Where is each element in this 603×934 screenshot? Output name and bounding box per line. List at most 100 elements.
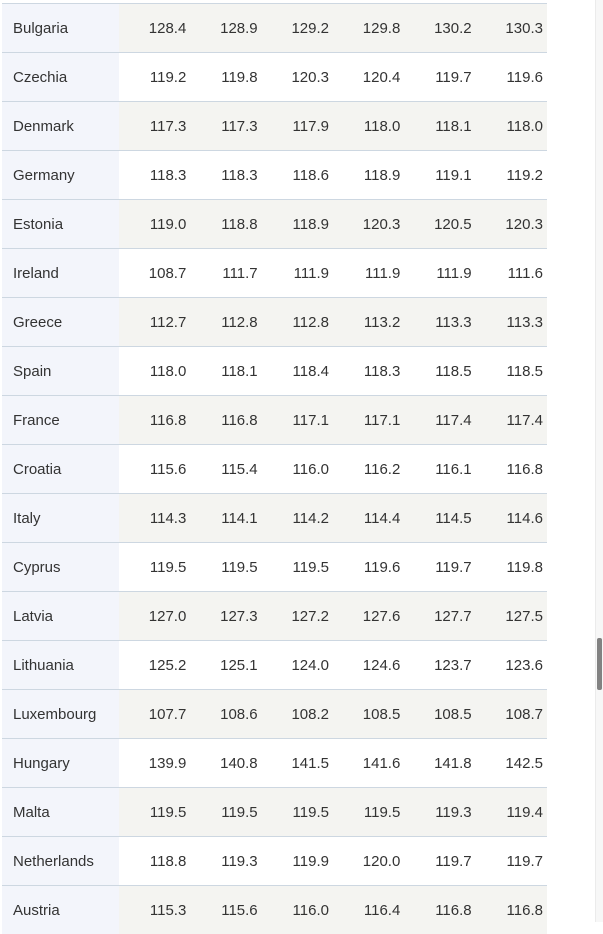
value-cell: 119.5 [119,543,191,591]
value-cell: 118.8 [119,837,191,885]
value-cell: 119.6 [332,543,405,591]
country-label: Czechia [2,53,119,101]
table-row: Malta 119.5 119.5 119.5 119.5 119.3 119.… [2,787,547,836]
vertical-scrollbar[interactable] [595,0,603,922]
value-cell: 119.5 [119,788,191,836]
value-cell: 117.4 [475,396,547,444]
scrollbar-thumb[interactable] [597,638,602,690]
value-cell: 118.3 [332,347,405,395]
value-cell: 119.5 [261,788,333,836]
table-row: Netherlands 118.8 119.3 119.9 120.0 119.… [2,836,547,885]
table-row: Czechia 119.2 119.8 120.3 120.4 119.7 11… [2,52,547,101]
value-cell: 116.8 [119,396,191,444]
value-cell: 127.5 [475,592,547,640]
country-label: Estonia [2,200,119,248]
value-cell: 141.5 [261,739,333,787]
table-row: Hungary 139.9 140.8 141.5 141.6 141.8 14… [2,738,547,787]
value-cell: 118.3 [119,151,191,199]
value-cell: 119.5 [190,543,262,591]
value-cell: 127.7 [404,592,476,640]
value-cell: 129.8 [332,4,405,52]
value-cell: 118.6 [261,151,333,199]
value-cell: 119.7 [404,837,476,885]
country-table-body: Bulgaria 128.4 128.9 129.2 129.8 130.2 1… [2,3,547,934]
value-cell: 120.0 [332,837,405,885]
value-cell: 123.7 [404,641,476,689]
value-cell: 128.9 [190,4,262,52]
value-cell: 118.9 [332,151,405,199]
country-label: Malta [2,788,119,836]
value-cell: 119.1 [404,151,476,199]
table-row: France 116.8 116.8 117.1 117.1 117.4 117… [2,395,547,444]
value-cell: 118.4 [261,347,333,395]
value-cell: 118.1 [404,102,476,150]
value-cell: 118.3 [190,151,262,199]
table-row: Latvia 127.0 127.3 127.2 127.6 127.7 127… [2,591,547,640]
table-row: Luxembourg 107.7 108.6 108.2 108.5 108.5… [2,689,547,738]
value-cell: 119.6 [475,53,547,101]
value-cell: 129.2 [261,4,333,52]
country-label: Netherlands [2,837,119,885]
table-row: Denmark 117.3 117.3 117.9 118.0 118.1 11… [2,101,547,150]
value-cell: 111.6 [475,249,547,297]
country-label: Hungary [2,739,119,787]
value-cell: 116.8 [475,886,547,934]
country-label: Luxembourg [2,690,119,738]
country-label: Italy [2,494,119,542]
value-cell: 118.9 [261,200,333,248]
value-cell: 114.1 [190,494,262,542]
value-cell: 124.0 [261,641,333,689]
value-cell: 118.8 [190,200,262,248]
value-cell: 117.3 [119,102,191,150]
value-cell: 116.0 [261,886,333,934]
country-label: Lithuania [2,641,119,689]
value-cell: 114.2 [261,494,333,542]
table-row: Bulgaria 128.4 128.9 129.2 129.8 130.2 1… [2,3,547,52]
value-cell: 119.5 [261,543,333,591]
country-label: Austria [2,886,119,934]
value-cell: 123.6 [475,641,547,689]
value-cell: 120.3 [475,200,547,248]
value-cell: 113.3 [404,298,476,346]
value-cell: 127.0 [119,592,191,640]
value-cell: 118.1 [190,347,262,395]
value-cell: 108.7 [119,249,191,297]
value-cell: 117.1 [261,396,333,444]
value-cell: 116.8 [190,396,262,444]
country-label: Germany [2,151,119,199]
table-row: Croatia 115.6 115.4 116.0 116.2 116.1 11… [2,444,547,493]
value-cell: 118.5 [404,347,476,395]
value-cell: 111.9 [404,249,476,297]
value-cell: 127.2 [261,592,333,640]
value-cell: 116.8 [404,886,476,934]
country-label: Bulgaria [2,4,119,52]
value-cell: 115.3 [119,886,191,934]
value-cell: 119.3 [404,788,476,836]
value-cell: 119.5 [190,788,262,836]
value-cell: 119.5 [332,788,405,836]
table-row: Ireland 108.7 111.7 111.9 111.9 111.9 11… [2,248,547,297]
table-row: Cyprus 119.5 119.5 119.5 119.6 119.7 119… [2,542,547,591]
country-label: Spain [2,347,119,395]
value-cell: 119.7 [404,53,476,101]
value-cell: 130.2 [404,4,476,52]
value-cell: 114.5 [404,494,476,542]
value-cell: 142.5 [475,739,547,787]
value-cell: 120.3 [332,200,405,248]
country-label: Ireland [2,249,119,297]
value-cell: 120.5 [404,200,476,248]
table-row: Italy 114.3 114.1 114.2 114.4 114.5 114.… [2,493,547,542]
value-cell: 108.5 [404,690,476,738]
value-cell: 108.7 [475,690,547,738]
value-cell: 108.5 [332,690,405,738]
value-cell: 119.0 [119,200,191,248]
value-cell: 119.2 [475,151,547,199]
table-row: Austria 115.3 115.6 116.0 116.4 116.8 11… [2,885,547,934]
value-cell: 118.5 [475,347,547,395]
value-cell: 116.4 [332,886,405,934]
country-label: France [2,396,119,444]
value-cell: 114.4 [332,494,405,542]
value-cell: 115.6 [190,886,262,934]
table-row: Greece 112.7 112.8 112.8 113.2 113.3 113… [2,297,547,346]
value-cell: 130.3 [475,4,547,52]
